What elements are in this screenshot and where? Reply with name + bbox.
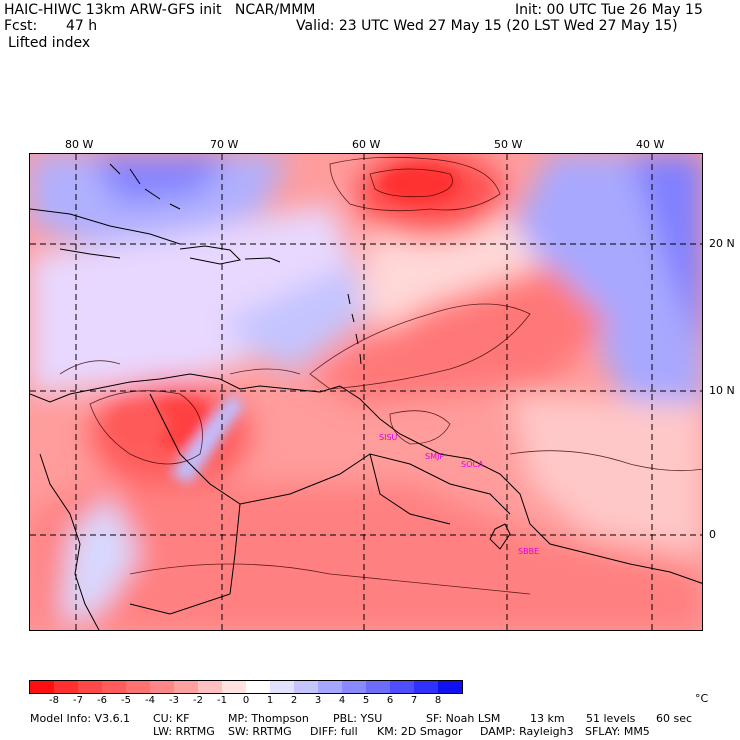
colorbar-label: -6: [97, 695, 107, 706]
colorbar-swatch: [270, 681, 294, 693]
colorbar-label: -7: [73, 695, 83, 706]
forecast-hours: 47 h: [66, 18, 98, 34]
station-smjp: SMJP: [425, 452, 444, 461]
init-time: Init: 00 UTC Tue 26 May 15: [515, 2, 703, 18]
lon-label-70w: 70 W: [210, 138, 239, 151]
map-canvas: SISU SMJP SOCA SBBE: [30, 154, 702, 630]
colorbar-label: 3: [314, 695, 322, 706]
colorbar-label: 7: [410, 695, 418, 706]
forecast-label: Fcst:: [4, 18, 38, 34]
colorbar-label: -5: [121, 695, 131, 706]
damping-option: DAMP: Rayleigh3: [480, 725, 574, 738]
colorbar-swatch: [198, 681, 222, 693]
valid-time: Valid: 23 UTC Wed 27 May 15 (20 LST Wed …: [296, 18, 678, 34]
microphysics-scheme: MP: Thompson: [228, 712, 309, 725]
colorbar-label: -3: [169, 695, 179, 706]
lon-label-60w: 60 W: [352, 138, 381, 151]
colorbar-swatch: [414, 681, 438, 693]
time-step: 60 sec: [656, 712, 693, 725]
lifted-index-map: SISU SMJP SOCA SBBE: [29, 153, 703, 631]
colorbar-swatch: [102, 681, 126, 693]
colorbar-label: 8: [434, 695, 442, 706]
lon-label-80w: 80 W: [65, 138, 94, 151]
colorbar-label: 6: [386, 695, 394, 706]
colorbar-swatch: [246, 681, 270, 693]
colorbar-unit: °C: [695, 692, 709, 705]
km-option: KM: 2D Smagor: [377, 725, 463, 738]
colorbar-label: -2: [193, 695, 203, 706]
contours: [59, 156, 702, 595]
colorbar-swatch: [78, 681, 102, 693]
colorbar-swatch: [126, 681, 150, 693]
station-sbbe: SBBE: [518, 547, 539, 556]
colorbar-swatch: [294, 681, 318, 693]
pbl-scheme: PBL: YSU: [333, 712, 383, 725]
surface-scheme: SF: Noah LSM: [426, 712, 501, 725]
coastlines: [30, 163, 702, 630]
field-name: Lifted index: [8, 35, 91, 51]
grid-resolution: 13 km: [530, 712, 565, 725]
vertical-levels: 51 levels: [586, 712, 636, 725]
colorbar-label: -4: [145, 695, 155, 706]
colorbar-label: 2: [290, 695, 298, 706]
colorbar-label: 4: [338, 695, 346, 706]
colorbar-swatch: [30, 681, 54, 693]
colorbar-label: 1: [266, 695, 274, 706]
longwave-scheme: LW: RRTMG: [153, 725, 215, 738]
colorbar-label: 5: [362, 695, 370, 706]
colorbar-swatch: [150, 681, 174, 693]
shortwave-scheme: SW: RRTMG: [228, 725, 292, 738]
colorbar-swatch: [222, 681, 246, 693]
colorbar-swatch: [390, 681, 414, 693]
colorbar-swatch: [342, 681, 366, 693]
colorbar-label: 0: [242, 695, 250, 706]
model-version: Model Info: V3.6.1: [30, 712, 131, 725]
model-title: HAIC-HIWC 13km ARW-GFS init NCAR/MMM: [4, 2, 316, 18]
colorbar-label: -8: [49, 695, 59, 706]
cumulus-scheme: CU: KF: [153, 712, 190, 725]
colorbar-label: -1: [217, 695, 227, 706]
surface-layer-option: SFLAY: MM5: [585, 725, 650, 738]
colorbar: [29, 680, 463, 694]
field-detail: [110, 164, 460, 484]
station-labels: SISU SMJP SOCA SBBE: [379, 433, 539, 556]
lat-label-0: 0: [709, 528, 716, 541]
station-soca: SOCA: [461, 460, 484, 469]
lat-label-20n: 20 N: [709, 237, 735, 250]
colorbar-swatch: [366, 681, 390, 693]
colorbar-swatch: [438, 681, 462, 693]
colorbar-swatch: [54, 681, 78, 693]
lon-label-50w: 50 W: [494, 138, 523, 151]
colorbar-swatch: [318, 681, 342, 693]
lat-label-10n: 10 N: [709, 384, 735, 397]
diffusion-option: DIFF: full: [310, 725, 358, 738]
colorbar-swatch: [174, 681, 198, 693]
lon-label-40w: 40 W: [636, 138, 665, 151]
station-sisu: SISU: [379, 433, 398, 442]
